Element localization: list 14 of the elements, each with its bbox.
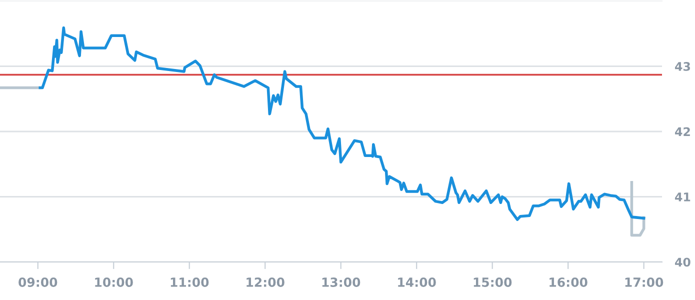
- y-tick-label: 42: [675, 127, 690, 136]
- line-series: [38, 26, 646, 221]
- y-tick-label: 43: [675, 62, 690, 71]
- x-tick-label: 09:00: [18, 278, 58, 287]
- x-tick-label: 16:00: [550, 278, 588, 287]
- x-tick-label: 17:00: [625, 278, 664, 287]
- x-tick-label: 12:00: [246, 278, 284, 287]
- y-tick-label: 41: [675, 192, 690, 202]
- x-tick-label: 14:00: [398, 278, 436, 287]
- x-tick-label: 10:00: [95, 278, 133, 287]
- x-tick-label: 15:00: [474, 278, 512, 287]
- x-tick-label: 11:00: [170, 278, 209, 287]
- x-tick-label: 13:00: [322, 278, 360, 287]
- y-tick-label: 40: [675, 258, 690, 267]
